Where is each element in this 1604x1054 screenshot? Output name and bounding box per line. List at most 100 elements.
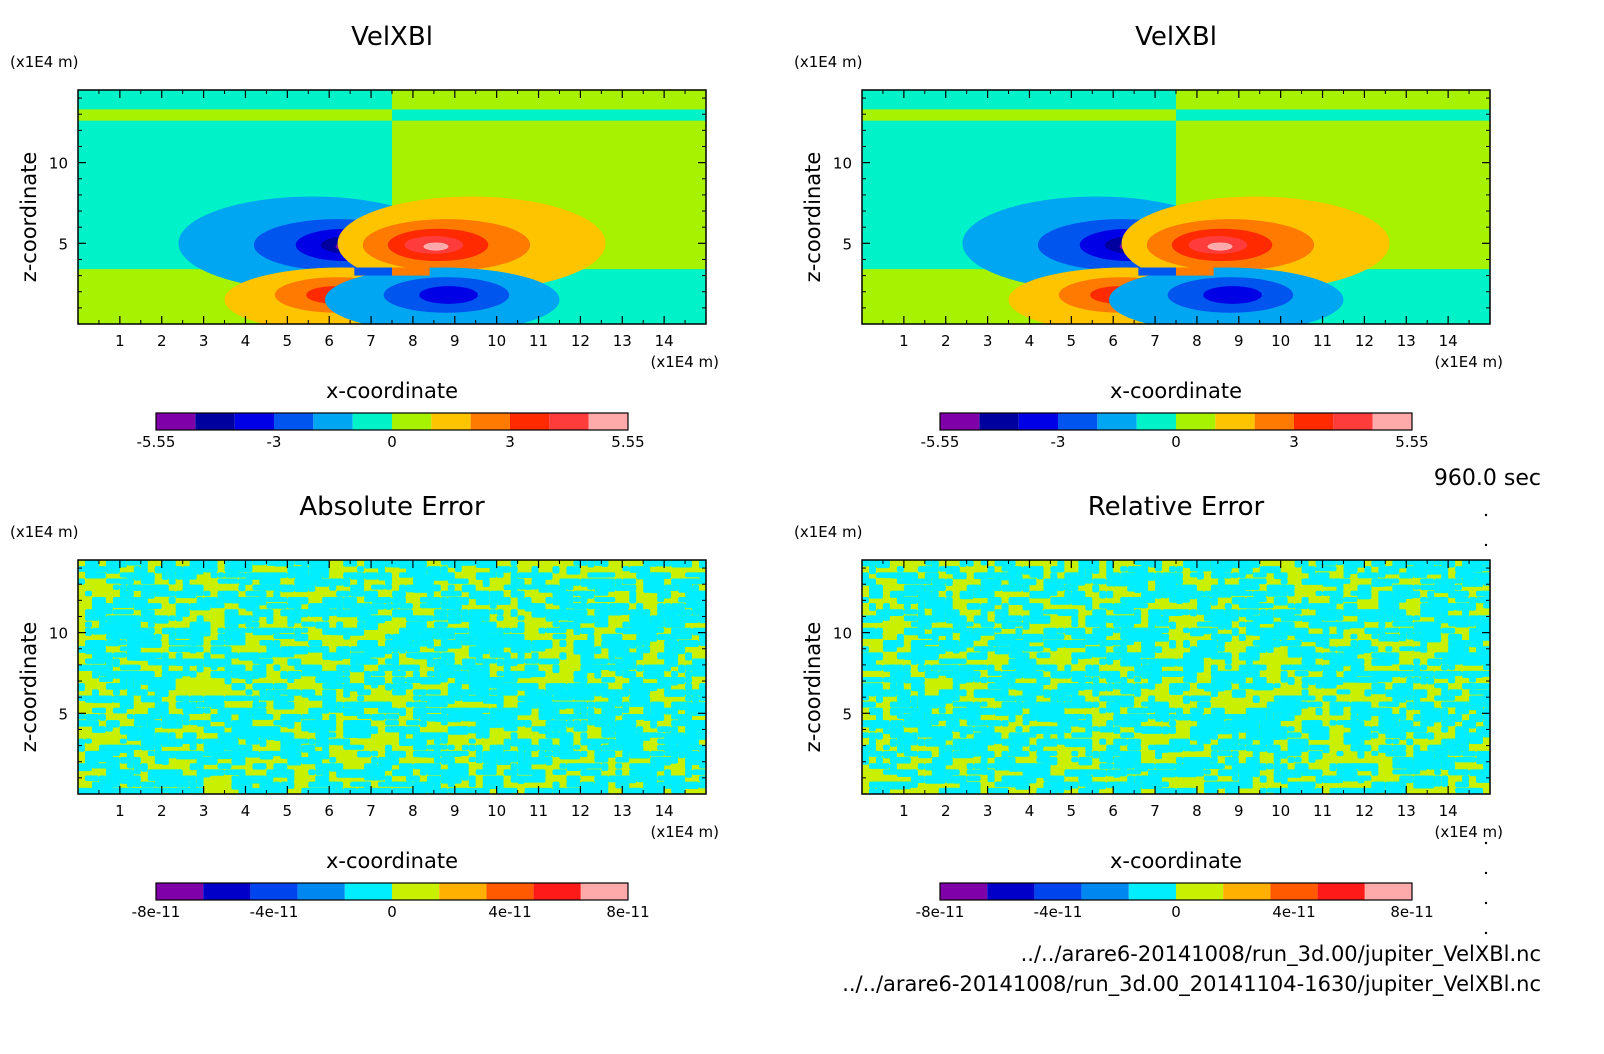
- error-patch: [1071, 689, 1079, 697]
- error-patch: [1385, 603, 1393, 610]
- error-patch: [1392, 621, 1414, 627]
- error-patch: [1301, 566, 1316, 574]
- error-patch: [510, 627, 525, 634]
- colorbar-swatch: [940, 413, 980, 430]
- error-patch: [966, 670, 981, 678]
- error-patch: [1134, 609, 1142, 618]
- error-patch: [1336, 584, 1344, 593]
- error-patch: [140, 596, 148, 606]
- x-tick-label: 1: [115, 802, 125, 820]
- error-patch: [664, 621, 686, 628]
- error-patch: [903, 664, 911, 672]
- band-mid-right: [1176, 109, 1490, 121]
- error-patch: [1420, 621, 1442, 628]
- error-patch: [1127, 744, 1142, 751]
- error-patch: [1064, 627, 1086, 635]
- error-patch: [112, 640, 127, 646]
- error-patch: [1273, 763, 1281, 771]
- error-patch: [245, 695, 253, 701]
- x-tick-label: 6: [1108, 802, 1118, 820]
- error-patch: [231, 757, 246, 766]
- error-patch: [454, 603, 462, 611]
- error-patch: [133, 769, 141, 775]
- error-patch: [1196, 646, 1218, 655]
- error-patch: [524, 670, 546, 678]
- error-patch: [910, 769, 918, 778]
- error-patch: [1315, 566, 1337, 572]
- error-patch: [1162, 726, 1170, 735]
- error-patch: [1483, 726, 1490, 735]
- error-patch: [182, 707, 204, 715]
- error-patch: [587, 707, 595, 716]
- error-patch: [1483, 596, 1490, 603]
- error-patch: [245, 621, 260, 628]
- error-patch: [1162, 713, 1170, 723]
- error-patch: [245, 652, 260, 659]
- error-patch: [1350, 658, 1358, 665]
- error-patch: [629, 584, 637, 592]
- error-patch: [580, 670, 588, 676]
- error-patch: [1315, 787, 1323, 794]
- error-patch: [91, 695, 113, 704]
- y-axis-label: z-coordinate: [17, 152, 41, 283]
- error-patch: [1483, 615, 1490, 624]
- error-patch: [917, 738, 925, 747]
- error-patch: [1015, 578, 1037, 586]
- error-patch: [882, 750, 897, 759]
- x-tick-label: 5: [283, 332, 293, 350]
- error-patch: [1399, 775, 1414, 784]
- y-axis-label: z-coordinate: [17, 622, 41, 753]
- error-patch: [924, 596, 946, 605]
- error-patch: [552, 744, 560, 753]
- error-patch: [1210, 732, 1218, 740]
- error-patch: [147, 750, 155, 757]
- error-patch: [1127, 750, 1142, 760]
- error-patch: [1441, 609, 1449, 616]
- error-patch: [594, 590, 609, 596]
- error-patch: [868, 664, 876, 671]
- error-patch: [1210, 757, 1218, 764]
- error-patch: [615, 578, 623, 586]
- error-patch: [545, 720, 567, 728]
- error-patch: [615, 633, 623, 642]
- error-patch: [980, 621, 995, 628]
- error-patch: [699, 640, 706, 646]
- error-patch: [133, 763, 141, 772]
- error-patch: [594, 701, 616, 709]
- error-patch: [447, 695, 455, 705]
- error-patch: [1287, 603, 1295, 609]
- error-patch: [371, 683, 379, 689]
- error-patch: [1224, 664, 1232, 670]
- error-patch: [322, 695, 337, 704]
- error-patch: [1343, 738, 1351, 745]
- error-patch: [1413, 584, 1421, 590]
- error-patch: [945, 744, 953, 752]
- error-patch: [259, 689, 267, 697]
- error-patch: [385, 720, 399, 726]
- error-patch: [510, 763, 518, 770]
- error-patch: [1420, 596, 1428, 603]
- error-patch: [336, 609, 358, 618]
- error-patch: [1483, 572, 1490, 578]
- error-patch: [1329, 720, 1337, 726]
- error-patch: [1127, 738, 1142, 746]
- error-patch: [392, 603, 399, 609]
- colorbar-swatch: [297, 883, 345, 900]
- error-patch: [1420, 750, 1435, 758]
- error-patch: [1301, 689, 1309, 696]
- error-patch: [966, 701, 974, 710]
- error-patch: [545, 750, 553, 757]
- error-patch: [615, 695, 623, 701]
- error-patch: [1301, 652, 1323, 659]
- error-patch: [315, 775, 330, 783]
- error-patch: [580, 627, 595, 635]
- x-tick-label: 1: [899, 332, 909, 350]
- error-patch: [1420, 689, 1428, 698]
- error-patch: [1071, 590, 1086, 599]
- error-patch: [580, 677, 588, 685]
- error-patch: [1294, 560, 1302, 568]
- error-patch: [1106, 658, 1114, 665]
- band-mid-left: [862, 109, 1176, 121]
- error-patch: [1224, 603, 1232, 610]
- error-patch: [503, 664, 511, 673]
